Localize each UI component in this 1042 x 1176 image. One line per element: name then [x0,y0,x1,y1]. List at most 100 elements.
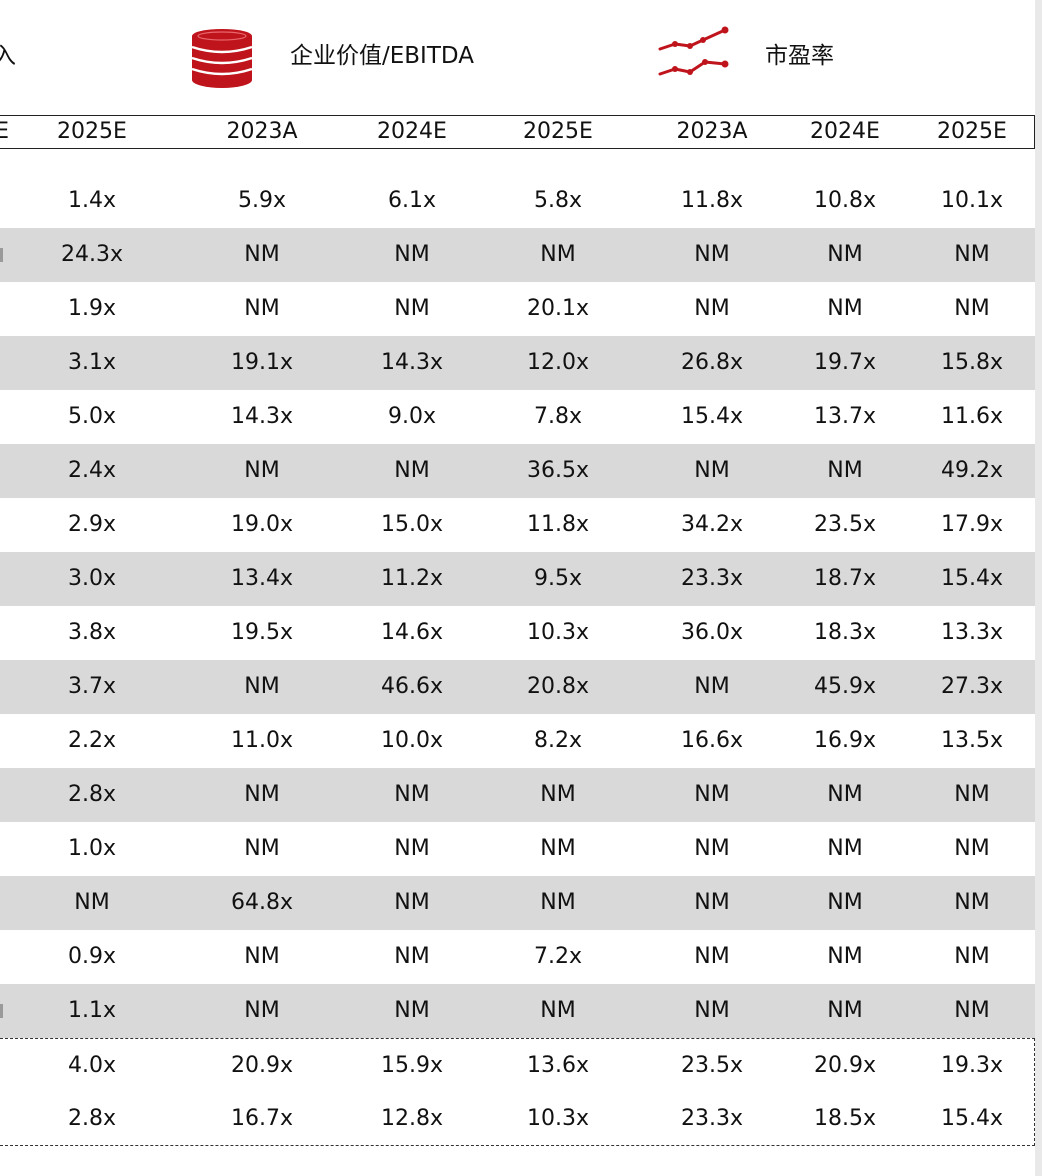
table-cell: NM [394,836,430,861]
table-cell: 26.8x [680,350,743,375]
table-cell: 1.0x [67,836,116,861]
table-cell: 5.8x [533,188,582,213]
table-cell: NM [694,998,730,1023]
table-cell: NM [394,458,430,483]
table-cell: NM [954,836,990,861]
table-cell: 6.1x [387,188,436,213]
table-cell: 15.4x [940,1106,1003,1131]
table-cell: NM [954,296,990,321]
summary-box: 4.0x 20.9x 15.9x 13.6x 23.5x 20.9x 19.3x 2.8x 16… [0,1038,1035,1146]
pe-ratio-group-label: 市盈率 [765,43,834,69]
table-cell: 12.8x [380,1106,443,1131]
table-cell: 12.0x [526,350,589,375]
table-cell: 23.5x [813,512,876,537]
table-cell: 9.5x [533,566,582,591]
table-cell: 34.2x [680,512,743,537]
table-row: 3.0x 13.4x 11.2x 9.5x 23.3x 18.7x 15.4x [0,552,1035,606]
table-cell: NM [694,242,730,267]
ev-ebitda-group-label: 企业价值/EBITDA [290,43,474,69]
table-cell: 19.5x [230,620,293,645]
year-header-cell: 2023A [226,119,298,144]
table-cell: 14.6x [380,620,443,645]
table-cell: 1.9x [67,296,116,321]
year-header-cell: E [0,119,9,144]
table-cell: 45.9x [813,674,876,699]
table-cell: NM [954,890,990,915]
table-row: 1.4x 5.9x 6.1x 5.8x 11.8x 10.8x 10.1x [0,174,1035,228]
table-cell: NM [244,998,280,1023]
table-cell: NM [244,296,280,321]
table-cell: 7.2x [533,944,582,969]
year-header-cell: 2025E [57,119,127,144]
table-row: NM 64.8x NM NM NM NM NM [0,876,1035,930]
table-cell: NM [694,458,730,483]
table-cell: NM [827,890,863,915]
table-row: 1.9x NM NM 20.1x NM NM NM [0,282,1035,336]
table-cell: 23.3x [680,1106,743,1131]
year-header-cell: 2025E [937,119,1007,144]
table-cell: 18.3x [813,620,876,645]
table-cell: 17.9x [940,512,1003,537]
table-cell: NM [244,944,280,969]
table-cell: 23.5x [680,1053,743,1078]
table-cell: 4.0x [67,1053,116,1078]
table-row: 24.3x NM NM NM NM NM NM [0,228,1035,282]
table-cell: NM [954,944,990,969]
table-cell: 18.5x [813,1106,876,1131]
table-cell: NM [827,458,863,483]
table-cell: NM [954,998,990,1023]
table-cell: NM [540,836,576,861]
table-cell: NM [394,998,430,1023]
table-cell: 2.4x [67,458,116,483]
table-cell: 14.3x [380,350,443,375]
year-header-row: E 2025E 2023A 2024E 2025E 2023A 2024E 20… [0,115,1035,149]
table-cell: 2.8x [67,782,116,807]
table-cell: 20.8x [526,674,589,699]
table-cell: NM [540,782,576,807]
table-cell: 13.7x [813,404,876,429]
table-cell: 11.2x [380,566,443,591]
table-cell: 15.0x [380,512,443,537]
table-cell: 16.7x [230,1106,293,1131]
table-cell: 0.9x [67,944,116,969]
coin-stack-icon [191,29,253,88]
table-cell: 3.0x [67,566,116,591]
table-cell: NM [394,782,430,807]
table-cell: 14.3x [230,404,293,429]
table-cell: 19.7x [813,350,876,375]
table-cell: 2.8x [67,1106,116,1131]
table-row: 2.4x NM NM 36.5x NM NM 49.2x [0,444,1035,498]
table-cell: 36.5x [526,458,589,483]
table-cell: NM [394,944,430,969]
table-cell: 3.1x [67,350,116,375]
table-cell: NM [827,998,863,1023]
table-cell: 19.3x [940,1053,1003,1078]
table-cell: 11.8x [680,188,743,213]
table-cell: 8.2x [533,728,582,753]
table-row: 2.2x 11.0x 10.0x 8.2x 16.6x 16.9x 13.5x [0,714,1035,768]
table-cell: 10.1x [940,188,1003,213]
table-cell: 13.5x [940,728,1003,753]
table-cell: NM [540,242,576,267]
right-edge-strip [1035,0,1042,1176]
table-cell: 49.2x [940,458,1003,483]
table-cell: 13.4x [230,566,293,591]
table-cell: NM [954,242,990,267]
table-cell: 13.3x [940,620,1003,645]
table-cell: 20.9x [230,1053,293,1078]
table-cell: 16.9x [813,728,876,753]
table-cell: NM [694,674,730,699]
row-edge-mark [0,1004,3,1018]
table-cell: NM [827,944,863,969]
table-row: 3.8x 19.5x 14.6x 10.3x 36.0x 18.3x 13.3x [0,606,1035,660]
table-cell: NM [394,890,430,915]
table-cell: 10.8x [813,188,876,213]
table-cell: NM [74,890,110,915]
row-edge-mark [0,248,3,262]
year-header-cell: 2025E [523,119,593,144]
table-cell: 5.0x [67,404,116,429]
table-cell: 2.2x [67,728,116,753]
table-cell: 15.4x [940,566,1003,591]
table-cell: 15.8x [940,350,1003,375]
table-cell: 20.9x [813,1053,876,1078]
